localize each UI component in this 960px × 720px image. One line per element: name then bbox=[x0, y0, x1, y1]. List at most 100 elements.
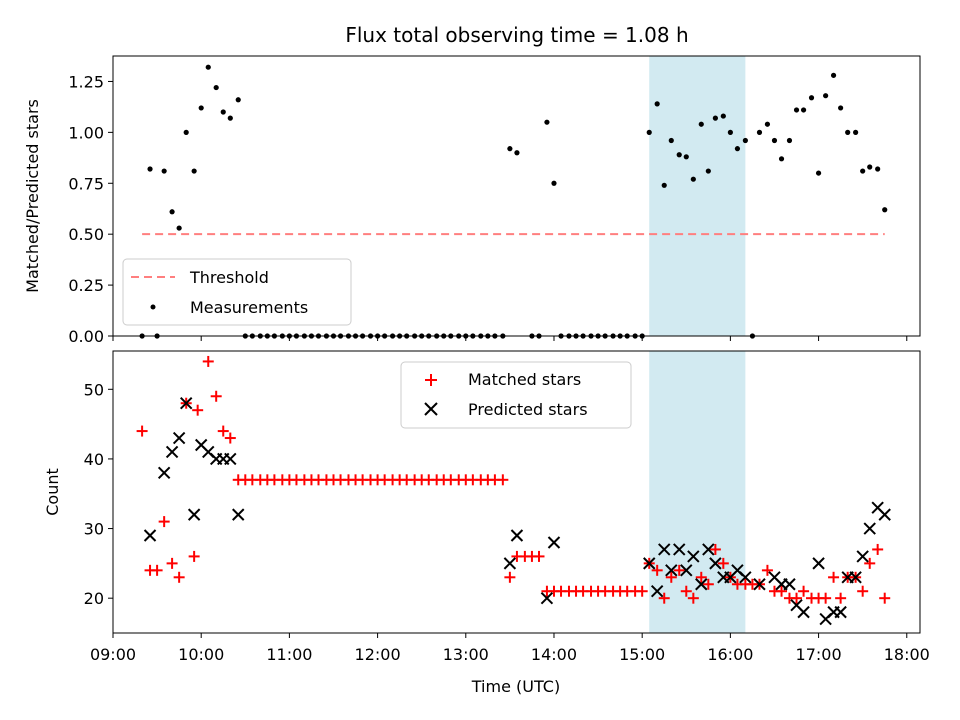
predicted-star-point bbox=[143, 529, 157, 542]
measurement-point bbox=[793, 107, 800, 113]
predicted-star-point bbox=[165, 445, 179, 459]
measurement-point bbox=[683, 154, 689, 160]
predicted-star-point bbox=[863, 522, 876, 535]
predicted-star-point bbox=[709, 557, 722, 570]
predicted-star-point bbox=[665, 564, 678, 577]
measurement-point bbox=[169, 209, 175, 215]
matched-star-point bbox=[192, 404, 204, 416]
predicted-star-point bbox=[812, 557, 825, 570]
top-y-label: Matched/Predicted stars bbox=[23, 99, 42, 293]
matched-star-point bbox=[709, 543, 721, 555]
measurement-point bbox=[698, 121, 704, 127]
measurement-point bbox=[815, 170, 822, 176]
matched-star-point bbox=[798, 585, 810, 597]
predicted-star-point bbox=[739, 571, 752, 584]
bottom-legend-box bbox=[400, 361, 632, 429]
bottom-y-label: Count bbox=[43, 468, 62, 516]
top-panel: 0.00 0.25 0.50 0.75 1.00 1.25 Matched/Predict… bbox=[23, 55, 921, 346]
matched-star-point bbox=[504, 571, 516, 583]
top-plot-frame bbox=[112, 55, 921, 337]
predicted-star-point bbox=[856, 550, 869, 563]
predicted-star-point bbox=[695, 578, 708, 591]
measurement-point bbox=[514, 150, 520, 156]
measurement-point bbox=[823, 93, 829, 99]
measurement-point bbox=[205, 64, 211, 70]
measurement-point bbox=[654, 101, 660, 107]
predicted-star-point bbox=[187, 508, 201, 521]
bottom-x-tick-label: 11:00 bbox=[266, 645, 312, 664]
matched-star-point bbox=[695, 571, 707, 583]
measurement-point bbox=[227, 115, 233, 121]
bottom-plot-frame bbox=[112, 350, 921, 634]
legend-predicted-swatch bbox=[424, 402, 438, 416]
predicted-star-point bbox=[232, 508, 245, 521]
matched-star-point bbox=[217, 425, 229, 437]
top-y-tick-label: 0.50 bbox=[68, 225, 104, 244]
matched-star-point bbox=[166, 557, 178, 569]
measurement-point bbox=[220, 109, 226, 115]
measurements-series bbox=[139, 64, 888, 339]
predicted-star-point bbox=[510, 529, 524, 542]
matched-star-point bbox=[687, 592, 699, 604]
matched-star-point bbox=[864, 557, 876, 569]
matched-star-point bbox=[224, 432, 236, 444]
measurement-point bbox=[734, 146, 741, 152]
measurement-point bbox=[830, 72, 837, 78]
top-y-tick-label: 0.75 bbox=[68, 174, 104, 193]
matched-star-point bbox=[702, 578, 714, 590]
legend-matched-label: Matched stars bbox=[468, 370, 581, 389]
bottom-legend: Matched stars Predicted stars bbox=[400, 361, 632, 429]
measurement-point bbox=[551, 180, 557, 186]
chart-title: Flux total observing time = 1.08 h bbox=[345, 23, 688, 47]
bottom-x-tick-label: 15:00 bbox=[619, 645, 665, 664]
matched-star-point bbox=[879, 592, 891, 604]
measurement-point bbox=[720, 113, 726, 119]
measurement-point bbox=[712, 115, 718, 121]
predicted-star-point bbox=[849, 571, 862, 584]
predicted-star-point bbox=[643, 557, 656, 570]
bottom-x-tick-label: 10:00 bbox=[178, 645, 224, 664]
measurement-point bbox=[845, 129, 851, 135]
matched-star-point bbox=[820, 592, 832, 604]
predicted-star-point bbox=[540, 591, 554, 605]
matched-star-point bbox=[151, 564, 163, 576]
matched-star-point bbox=[761, 564, 773, 576]
matched-star-point bbox=[791, 592, 803, 604]
measurement-point bbox=[800, 107, 807, 113]
bottom-x-tick-label: 16:00 bbox=[707, 645, 753, 664]
bottom-x-label: Time (UTC) bbox=[471, 677, 560, 696]
top-legend-box bbox=[122, 258, 352, 326]
measurement-point bbox=[727, 129, 733, 135]
measurement-point bbox=[507, 146, 513, 152]
bottom-x-tick-label: 14:00 bbox=[531, 645, 577, 664]
bottom-x-axis: 09:00 10:00 11:00 12:00 13:00 14:00 15:00 16:00… bbox=[90, 633, 930, 664]
measurement-point bbox=[668, 137, 674, 144]
bottom-panel: 20 30 40 50 09:00 10:00 11:00 12:00 13:00 14:00 1… bbox=[43, 350, 930, 696]
matched-star-point bbox=[210, 390, 222, 402]
measurement-point bbox=[183, 129, 189, 135]
measurement-point bbox=[882, 207, 888, 213]
matched-star-point bbox=[651, 564, 663, 576]
bottom-x-tick-label: 09:00 bbox=[90, 645, 136, 664]
top-legend: Threshold Measurements bbox=[122, 258, 352, 326]
top-y-tick-label: 0.25 bbox=[68, 276, 104, 295]
matched-star-point bbox=[776, 585, 788, 597]
measurement-point bbox=[786, 137, 793, 144]
bottom-x-tick-label: 13:00 bbox=[443, 645, 489, 664]
measurement-point bbox=[705, 168, 711, 174]
predicted-star-point bbox=[753, 578, 766, 591]
bottom-x-tick-label: 18:00 bbox=[884, 645, 930, 664]
matched-star-point bbox=[173, 571, 185, 583]
top-y-axis: 0.00 0.25 0.50 0.75 1.00 1.25 bbox=[68, 72, 113, 346]
measurement-point bbox=[690, 176, 696, 182]
matched-star-point bbox=[828, 571, 840, 583]
predicted-star-point bbox=[797, 605, 810, 619]
measurement-point bbox=[198, 105, 204, 111]
bottom-highlight-span bbox=[649, 351, 746, 633]
measurement-point bbox=[544, 119, 550, 125]
bottom-y-axis: 20 30 40 50 bbox=[84, 380, 113, 608]
matched-star-point bbox=[636, 585, 648, 597]
legend-measurements-swatch bbox=[150, 304, 156, 310]
top-y-tick-label: 1.00 bbox=[68, 123, 104, 142]
measurement-point bbox=[161, 168, 167, 174]
